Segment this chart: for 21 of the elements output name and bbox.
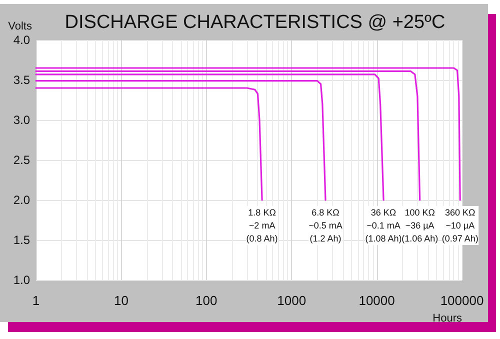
y-tick-label: 2.0 xyxy=(13,193,30,207)
x-tick-label: 10000 xyxy=(358,293,395,308)
x-axis-title: Hours xyxy=(432,312,462,324)
y-tick-label: 3.5 xyxy=(13,73,30,87)
y-tick-label: 1.0 xyxy=(13,273,30,287)
annotation: 100 KΩ ~36 µA (1.06 Ah) xyxy=(402,208,438,244)
x-tick-label: 1000 xyxy=(277,293,306,308)
y-axis-title: Volts xyxy=(8,20,32,32)
x-tick-label: 1 xyxy=(32,293,40,308)
chart-title: DISCHARGE CHARACTERISTICS @ +25ºC xyxy=(64,12,446,33)
y-tick-label: 3.0 xyxy=(13,113,30,127)
x-tick-label: 100000 xyxy=(440,293,484,308)
y-tick-label: 1.5 xyxy=(13,233,30,247)
annotation: 36 KΩ ~0.1 mA (1.08 Ah) xyxy=(365,208,402,244)
annotation: 6.8 KΩ ~0.5 mA (1.2 Ah) xyxy=(308,208,342,244)
y-tick-label: 4.0 xyxy=(13,33,30,47)
annotation: 360 KΩ ~10 µA (0.97 Ah) xyxy=(442,208,478,244)
y-tick-label: 2.5 xyxy=(13,153,30,167)
x-tick-label: 100 xyxy=(196,293,218,308)
annotation: 1.8 KΩ ~2 mA (0.8 Ah) xyxy=(246,208,278,244)
x-tick-label: 10 xyxy=(114,293,128,308)
